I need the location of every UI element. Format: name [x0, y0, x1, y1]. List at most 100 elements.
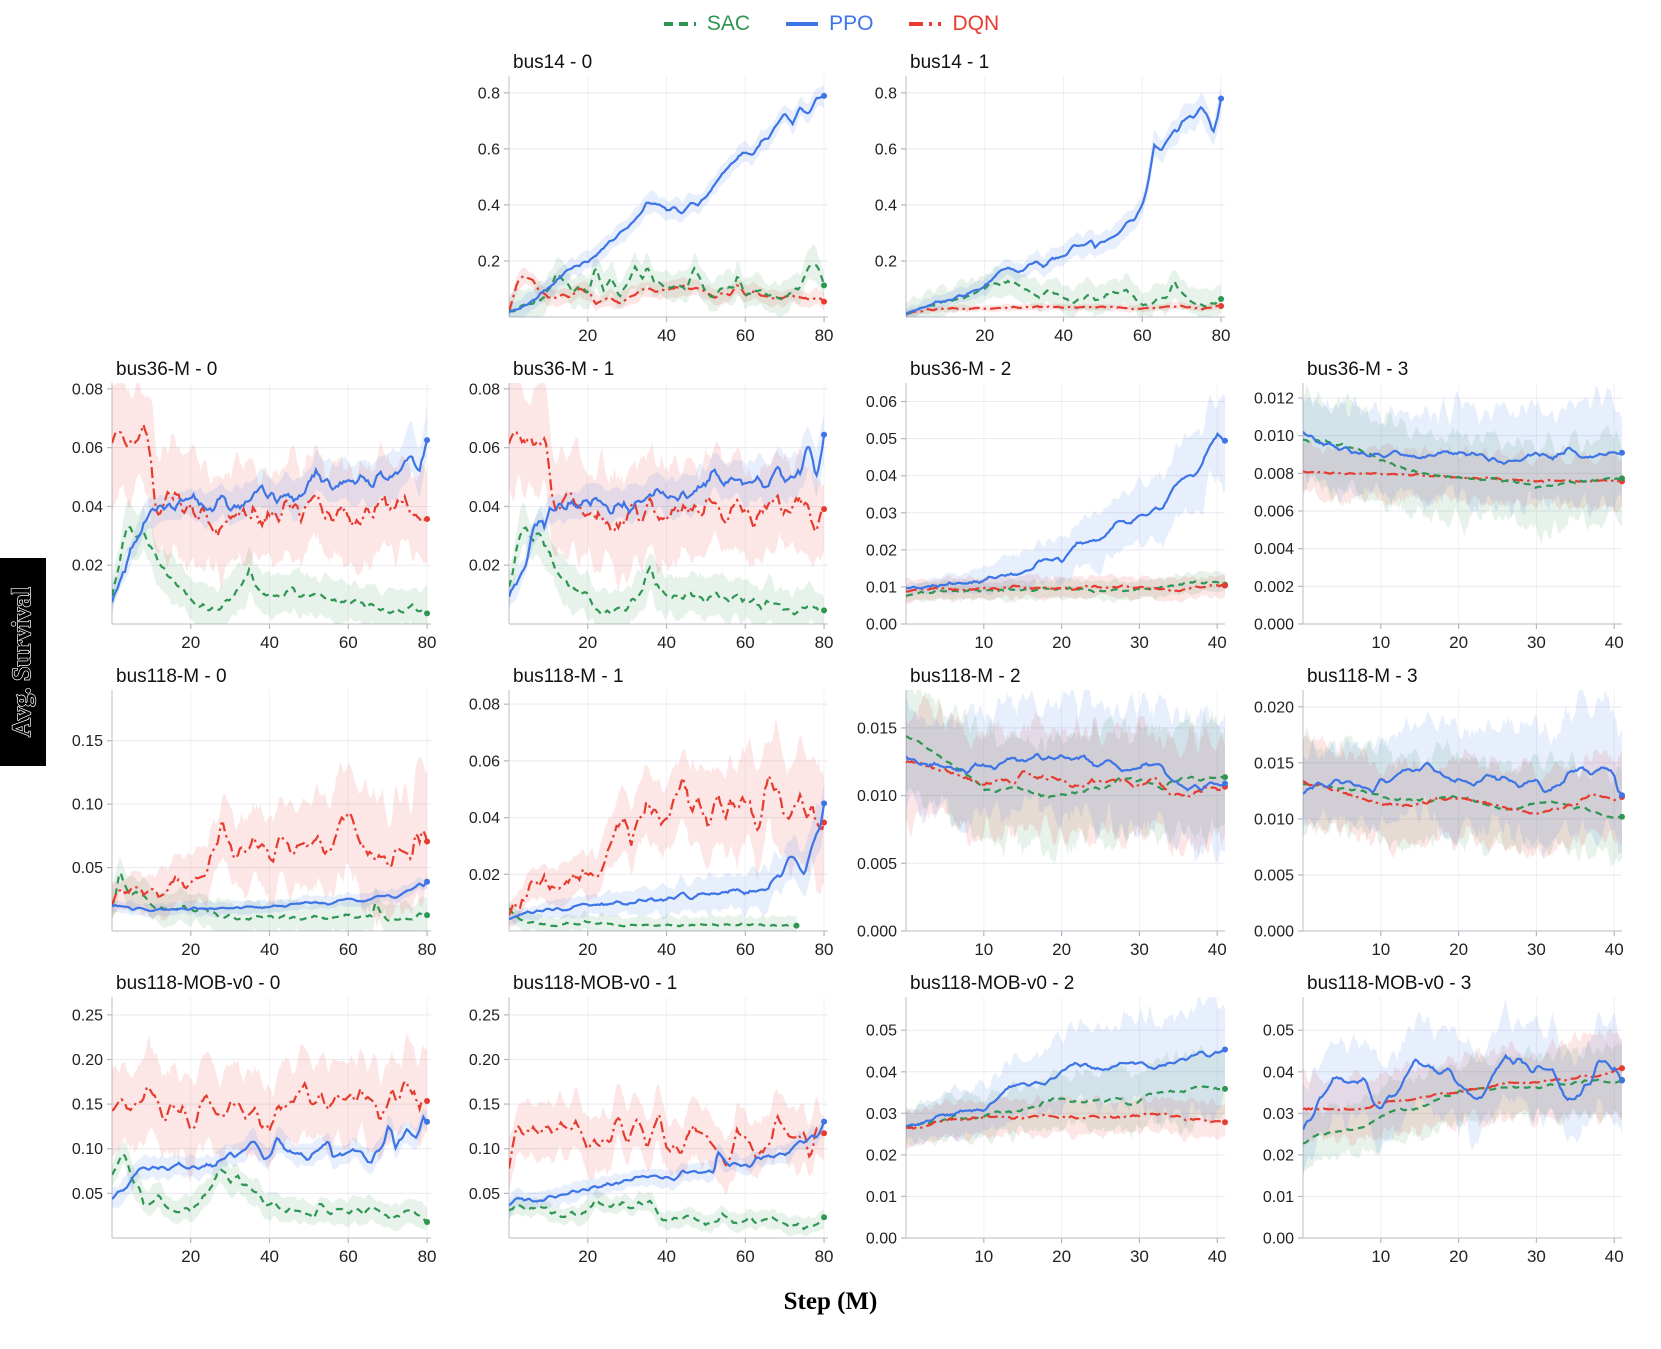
- svg-text:0.10: 0.10: [469, 1141, 500, 1158]
- dqn-dashdot-line-icon: [909, 22, 942, 26]
- svg-text:0.01: 0.01: [1263, 1189, 1294, 1206]
- svg-text:40: 40: [1208, 940, 1227, 959]
- chart-bus36-m-2: 0.00 0.01 0.02 0.03 0.04 0.05 0.06 10 20 30 40 bus3…: [842, 353, 1239, 660]
- svg-text:0.000: 0.000: [1254, 617, 1294, 634]
- svg-text:80: 80: [418, 940, 437, 959]
- svg-text:0.4: 0.4: [478, 197, 500, 214]
- svg-text:40: 40: [260, 633, 279, 652]
- svg-text:20: 20: [578, 633, 597, 652]
- svg-text:60: 60: [736, 326, 755, 345]
- svg-text:40: 40: [657, 326, 676, 345]
- svg-text:bus118-MOB-v0 - 2: bus118-MOB-v0 - 2: [910, 973, 1074, 994]
- svg-text:0.02: 0.02: [866, 1147, 897, 1164]
- svg-text:10: 10: [1371, 940, 1390, 959]
- svg-text:0.04: 0.04: [866, 1064, 897, 1081]
- svg-text:0.03: 0.03: [866, 1106, 897, 1123]
- legend-label-sac: SAC: [706, 12, 751, 35]
- svg-text:20: 20: [1052, 633, 1071, 652]
- svg-text:bus118-MOB-v0 - 1: bus118-MOB-v0 - 1: [513, 973, 677, 994]
- legend-label-ppo: PPO: [829, 12, 874, 35]
- svg-text:40: 40: [657, 940, 676, 959]
- svg-text:10: 10: [1371, 1247, 1390, 1266]
- chart-bus118-m-1: 0.02 0.04 0.06 0.08 20 40 60 80 bus118-M - 1: [445, 660, 842, 967]
- svg-text:0.04: 0.04: [1263, 1064, 1294, 1081]
- svg-text:10: 10: [974, 633, 993, 652]
- svg-text:80: 80: [1212, 326, 1231, 345]
- svg-text:0.8: 0.8: [478, 85, 500, 102]
- ppo-solid-line-icon: [786, 22, 819, 26]
- svg-text:0.06: 0.06: [469, 440, 500, 457]
- chart-bus14-0: 0.2 0.4 0.6 0.8 20 40 60 80 bus14 - 0: [445, 46, 842, 353]
- x-axis-label: Step (M): [783, 1288, 878, 1315]
- svg-text:0.25: 0.25: [72, 1007, 103, 1024]
- svg-text:0.00: 0.00: [866, 617, 897, 634]
- svg-text:10: 10: [974, 940, 993, 959]
- chart-bus118-mob-v0-3: 0.00 0.01 0.02 0.03 0.04 0.05 10 20 30 40 bus118-M…: [1239, 967, 1636, 1274]
- svg-text:bus36-M - 2: bus36-M - 2: [910, 359, 1011, 380]
- svg-text:bus36-M - 0: bus36-M - 0: [116, 359, 217, 380]
- svg-text:40: 40: [657, 1247, 676, 1266]
- legend-item-dqn: DQN: [907, 12, 999, 36]
- svg-text:0.004: 0.004: [1254, 541, 1294, 558]
- svg-text:80: 80: [815, 633, 834, 652]
- svg-text:0.08: 0.08: [469, 381, 500, 398]
- svg-text:30: 30: [1527, 940, 1546, 959]
- svg-text:Avg. Survival: Avg. Survival: [7, 587, 36, 737]
- svg-text:30: 30: [1130, 940, 1149, 959]
- svg-text:0.06: 0.06: [866, 394, 897, 411]
- sac-dashed-line-icon: [663, 22, 696, 26]
- svg-text:20: 20: [578, 326, 597, 345]
- svg-text:0.000: 0.000: [1254, 924, 1294, 941]
- legend: SAC PPO DQN: [0, 6, 1661, 42]
- svg-text:10: 10: [1371, 633, 1390, 652]
- svg-text:30: 30: [1527, 633, 1546, 652]
- svg-text:0.15: 0.15: [72, 733, 103, 750]
- svg-text:0.012: 0.012: [1254, 391, 1294, 408]
- chart-bus36-m-3: 0.000 0.002 0.004 0.006 0.008 0.010 0.012 10 20 3…: [1239, 353, 1636, 660]
- svg-text:40: 40: [1605, 1247, 1624, 1266]
- svg-text:0.01: 0.01: [866, 579, 897, 596]
- svg-text:0.05: 0.05: [72, 860, 103, 877]
- chart-bus36-m-0: 0.02 0.04 0.06 0.08 20 40 60 80 bus36-M - 0: [48, 353, 445, 660]
- svg-text:0.006: 0.006: [1254, 504, 1294, 521]
- svg-text:80: 80: [418, 1247, 437, 1266]
- svg-text:40: 40: [1208, 1247, 1227, 1266]
- svg-text:0.015: 0.015: [1254, 755, 1294, 772]
- svg-text:80: 80: [815, 326, 834, 345]
- svg-text:0.02: 0.02: [1263, 1147, 1294, 1164]
- svg-text:40: 40: [657, 633, 676, 652]
- svg-text:60: 60: [1133, 326, 1152, 345]
- svg-text:0.000: 0.000: [857, 924, 897, 941]
- svg-text:20: 20: [1449, 1247, 1468, 1266]
- svg-text:40: 40: [1605, 940, 1624, 959]
- svg-text:0.04: 0.04: [72, 499, 103, 516]
- svg-text:0.04: 0.04: [469, 810, 500, 827]
- svg-text:30: 30: [1130, 633, 1149, 652]
- svg-text:80: 80: [815, 1247, 834, 1266]
- svg-text:40: 40: [260, 940, 279, 959]
- y-axis-label: Avg. Survival: [6, 586, 36, 737]
- svg-text:0.005: 0.005: [1254, 867, 1294, 884]
- svg-text:0.03: 0.03: [866, 505, 897, 522]
- svg-text:0.06: 0.06: [72, 440, 103, 457]
- svg-text:20: 20: [578, 1247, 597, 1266]
- svg-text:20: 20: [975, 326, 994, 345]
- svg-text:60: 60: [736, 940, 755, 959]
- svg-text:0.05: 0.05: [1263, 1023, 1294, 1040]
- svg-text:0.02: 0.02: [72, 558, 103, 575]
- chart-bus14-1: 0.2 0.4 0.6 0.8 20 40 60 80 bus14 - 1: [842, 46, 1239, 353]
- svg-text:bus118-MOB-v0 - 0: bus118-MOB-v0 - 0: [116, 973, 280, 994]
- chart-bus118-m-0: 0.05 0.10 0.15 20 40 60 80 bus118-M - 0: [48, 660, 445, 967]
- svg-text:0.00: 0.00: [1263, 1231, 1294, 1248]
- svg-text:0.10: 0.10: [72, 1141, 103, 1158]
- svg-text:0.010: 0.010: [857, 788, 897, 805]
- svg-text:20: 20: [181, 940, 200, 959]
- svg-text:0.005: 0.005: [857, 856, 897, 873]
- svg-text:10: 10: [974, 1247, 993, 1266]
- svg-text:0.01: 0.01: [866, 1189, 897, 1206]
- svg-text:0.25: 0.25: [469, 1007, 500, 1024]
- svg-text:30: 30: [1527, 1247, 1546, 1266]
- svg-text:20: 20: [1052, 940, 1071, 959]
- svg-text:80: 80: [418, 633, 437, 652]
- svg-text:bus118-M - 3: bus118-M - 3: [1307, 666, 1418, 687]
